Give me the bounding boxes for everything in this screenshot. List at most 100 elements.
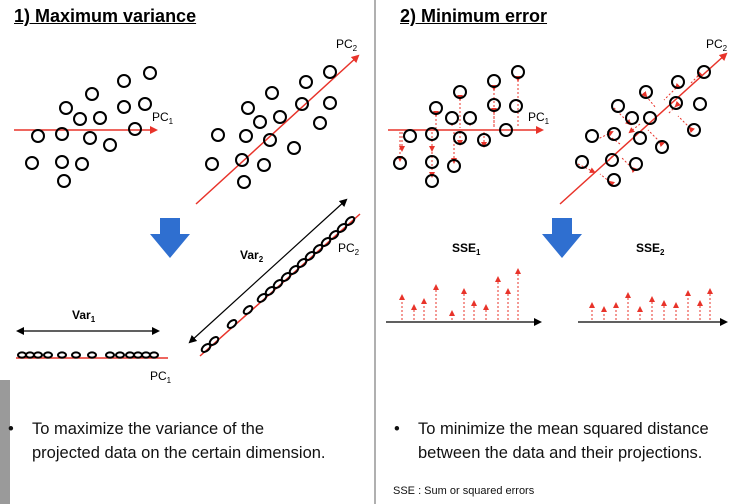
sse1-error-bars [386,268,542,326]
data-point [323,65,337,79]
sse1-label: SSE1 [452,241,481,257]
panel-divider [374,0,376,504]
data-point [575,155,589,169]
data-point [425,155,439,169]
data-point [73,112,87,126]
left-bullet-line-2: projected data on the certain dimension. [32,444,326,462]
data-point [425,174,439,188]
data-point [499,123,513,137]
data-point [313,116,327,130]
data-point [31,129,45,143]
error-scatter-pc1-group: PC1 [388,65,550,188]
pc1-label-right: PC1 [528,110,550,126]
data-point [511,65,525,79]
data-point [445,111,459,125]
data-point [239,129,253,143]
data-point [237,175,251,189]
var2-projection-group: Var2 PC2 [188,198,361,357]
data-point [117,100,131,114]
right-bullet: • To minimize the mean squared distance … [394,417,744,467]
data-point [241,101,255,115]
projected-points-pc2 [200,216,356,353]
data-point [669,96,683,110]
var2-label: Var2 [240,248,264,264]
data-point [265,86,279,100]
data-point [447,159,461,173]
right-bullet-line-1: To minimize the mean squared distance [418,420,709,438]
data-point [57,174,71,188]
error-scatter-pc2-group: PC2 [559,37,728,205]
error-arrows-pc2 [577,71,703,187]
data-point [453,131,467,145]
data-point [59,101,73,115]
data-point [287,141,301,155]
right-bullet-line-2: between the data and their projections. [418,444,703,462]
data-point [607,127,621,141]
data-point [273,110,287,124]
var1-projection-group: Var1 PC1 [16,308,172,385]
projected-points-pc1 [17,351,159,359]
data-point [487,98,501,112]
scatter-points-left-2 [205,65,337,189]
scatter-points-right-1 [393,65,525,188]
pc2-label-left: PC2 [336,37,358,53]
data-point [257,158,271,172]
data-point [487,74,501,88]
data-point [138,97,152,111]
data-point [633,131,647,145]
pc2-axis-arrow-right [559,52,728,205]
data-point [93,111,107,125]
data-point [697,65,711,79]
left-panel-title: 1) Maximum variance [14,6,197,26]
data-point [585,129,599,143]
var2-span-arrow [188,198,348,344]
bullet-dot-right: • [394,420,400,438]
data-point [425,127,439,141]
data-point [477,133,491,147]
pc1-label-left: PC1 [152,110,174,126]
sse2-label: SSE2 [636,241,665,257]
scatter-points-left-1 [25,66,157,188]
left-bullet: • To maximize the variance of the projec… [8,417,368,467]
data-point [85,87,99,101]
data-point [429,101,443,115]
data-point [639,85,653,99]
data-point [263,133,277,147]
data-point [83,131,97,145]
data-point [55,127,69,141]
data-point [211,128,225,142]
data-point [611,99,625,113]
pc2-axis-arrow [195,54,360,205]
pca-diagram: PC1 PC2 [14,37,728,385]
data-point [117,74,131,88]
bullet-dot-left: • [8,420,14,438]
data-point [295,97,309,111]
data-point [687,123,701,137]
scatter-points-right-2 [575,65,711,187]
data-point [235,153,249,167]
data-point [693,97,707,111]
data-point [253,115,267,129]
data-point [509,99,523,113]
data-point [323,96,337,110]
down-arrow-left [150,218,190,258]
sse-footnote: SSE : Sum or squared errors [393,485,535,497]
data-point [453,85,467,99]
data-point [143,66,157,80]
data-point [205,157,219,171]
data-point [607,173,621,187]
data-point [643,111,657,125]
pc1-projection-label: PC1 [150,369,172,385]
data-point [655,140,669,154]
data-point [463,111,477,125]
scatter-pc2-group: PC2 [195,37,360,205]
data-point [393,156,407,170]
pc2-projection-label: PC2 [338,241,360,257]
data-point [299,75,313,89]
data-point [671,75,685,89]
left-edge-shade [0,380,10,504]
data-point [103,138,117,152]
sse2-error-bars [578,288,728,326]
data-point [605,153,619,167]
data-point [128,122,142,136]
